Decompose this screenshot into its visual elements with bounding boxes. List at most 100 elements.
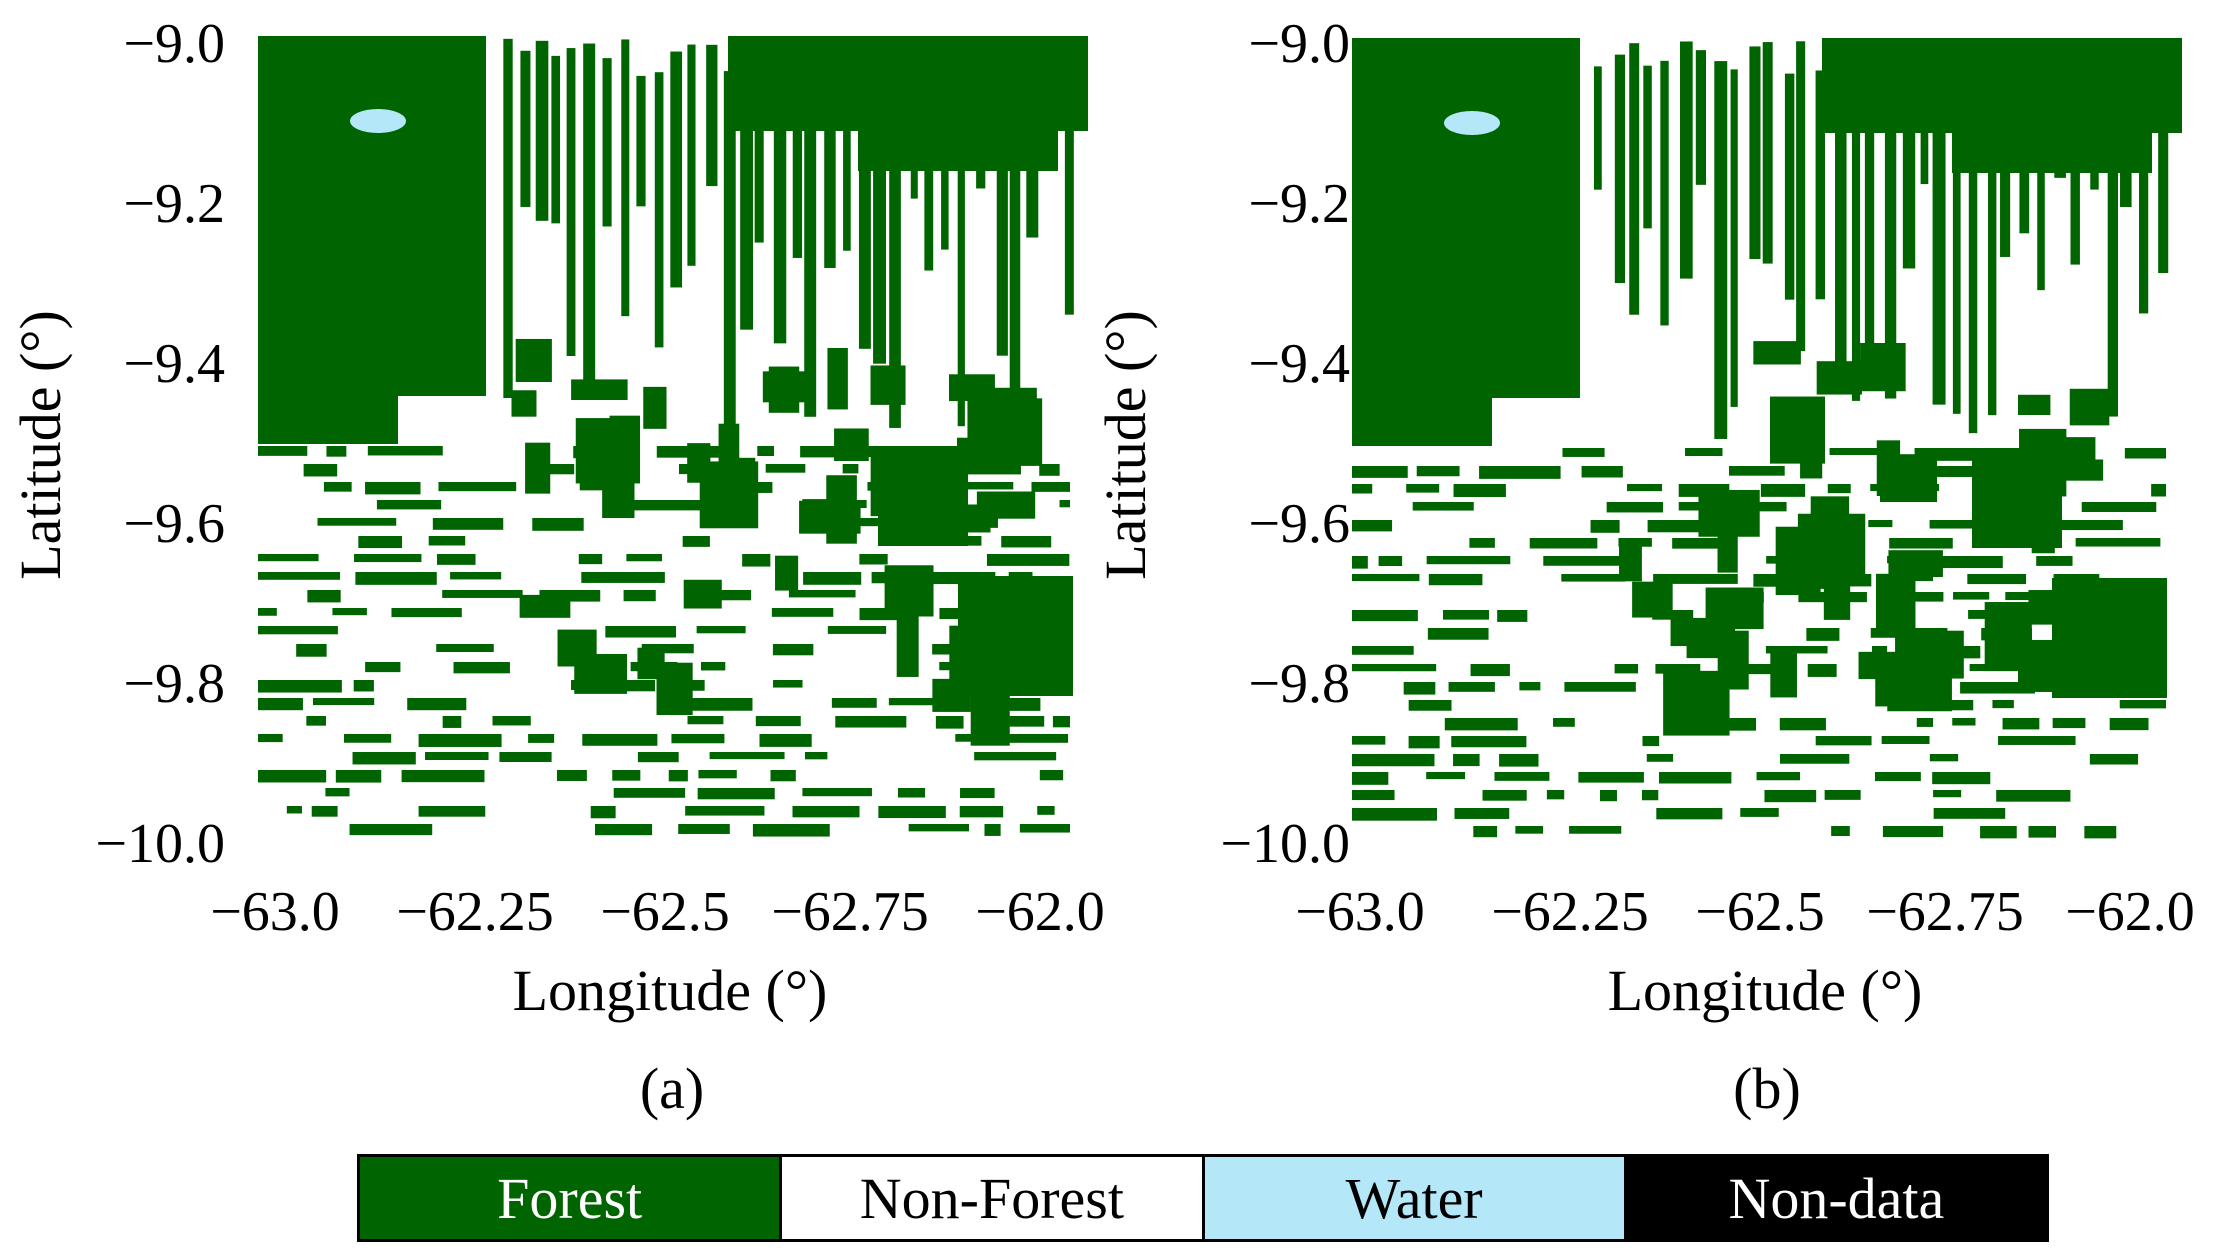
x-tick-label: −62.25 [1491,881,1649,943]
forest-strip [1042,662,1070,674]
forest-strip [1695,50,1707,185]
forest-strip [1641,790,1659,801]
forest-patch [519,594,571,618]
forest-strip [2089,754,2139,765]
forest-strip [418,806,486,817]
x-tick-label: −62.5 [1695,881,1825,943]
forest-strip [258,554,319,562]
forest-strip [1553,718,1575,727]
forest-strip [1564,682,1636,692]
forest-strip [401,770,485,783]
forest-strip [2054,46,2066,178]
forest-strip [1614,54,1626,284]
forest-strip [1454,808,1510,819]
forest-strip [1829,448,1891,456]
legend-item-forest: Forest [360,1157,783,1239]
forest-strip [1561,574,1626,582]
forest-strip [407,698,467,711]
forest-strip [349,824,433,836]
y-tick-label: −9.0 [1248,13,1350,75]
forest-patch [762,371,806,403]
forest-strip [1562,448,1605,457]
forest-strip [792,806,860,818]
forest-strip [623,590,656,602]
y-tick-label: −9.2 [1248,173,1350,235]
forest-strip [303,464,338,477]
forest-strip [740,56,754,330]
forest-patch [2031,530,2055,554]
forest-strip [678,824,730,834]
forest-strip [365,662,401,673]
forest-strip [556,770,587,781]
forest-patch [827,347,848,410]
forest-strip [418,734,502,747]
forest-strip [1874,772,1921,782]
forest-strip [1408,700,1452,711]
forest-strip [1824,790,1861,800]
forest-strip [1444,718,1518,731]
forest-strip [804,52,817,417]
forest-strip [696,626,746,634]
forest-strip [1546,790,1565,800]
forest-strip [929,572,996,585]
forest-strip [827,626,887,634]
forest-map-b [1352,38,2182,848]
forest-patch [1988,465,2021,496]
forest-strip [2116,592,2166,602]
forest-patch [1984,602,2032,672]
y-tick-label: −9.0 [123,13,225,75]
forest-strip [1881,736,1930,744]
forest-strip [582,734,658,746]
forest-patch [719,457,756,507]
water-body [1444,111,1500,135]
forest-strip [258,680,342,693]
forest-strip [1967,574,2027,585]
forest-strip [1039,464,1060,476]
forest-strip [1998,736,2076,745]
forest-strip [1760,484,1806,497]
forest-strip [1352,664,1437,672]
forest-strip [581,572,665,583]
forest-strip [974,752,1057,761]
forest-strip [1614,664,1639,674]
forest-strip [867,482,947,491]
forest-strip [1469,538,1495,548]
forest-strip [551,55,561,224]
forest-strip [1408,736,1440,749]
forest-strip [326,446,347,457]
forest-strip [1042,41,1051,167]
forest-strip [2105,664,2126,674]
forest-strip [908,824,969,832]
forest-patch [1619,546,1642,582]
y-tick-label: −10.0 [1220,813,1350,875]
forest-patch [2052,592,2112,635]
forest-strip [1968,610,1999,619]
forest-strip [2109,718,2149,731]
forest-strip [671,734,725,744]
forest-strip [859,554,888,565]
forest-strip [1499,754,1539,767]
forest-strip [1960,682,2036,694]
forest-strip [1618,538,1652,547]
forest-strip [1740,808,1779,817]
forest-strip [2002,718,2040,730]
forest-strip [335,770,382,783]
forest-patch [1632,581,1673,618]
forest-strip [436,644,494,653]
y-tick-label: −10.0 [95,813,225,875]
forest-strip [773,44,787,344]
forest-strip [2052,718,2086,729]
forest-strip [1529,538,1598,549]
forest-strip [602,58,612,227]
forest-strip [343,734,392,743]
forest-patch [683,579,722,609]
forest-patch [884,565,934,617]
forest-strip [317,518,397,526]
forest-strip [1672,538,1719,549]
forest-strip [1815,70,1825,300]
forest-strip [1039,770,1064,781]
forest-strip [1916,718,1934,727]
forest-strip [1806,628,1840,641]
forest-strip [425,752,489,761]
forest-strip [1352,574,1420,582]
